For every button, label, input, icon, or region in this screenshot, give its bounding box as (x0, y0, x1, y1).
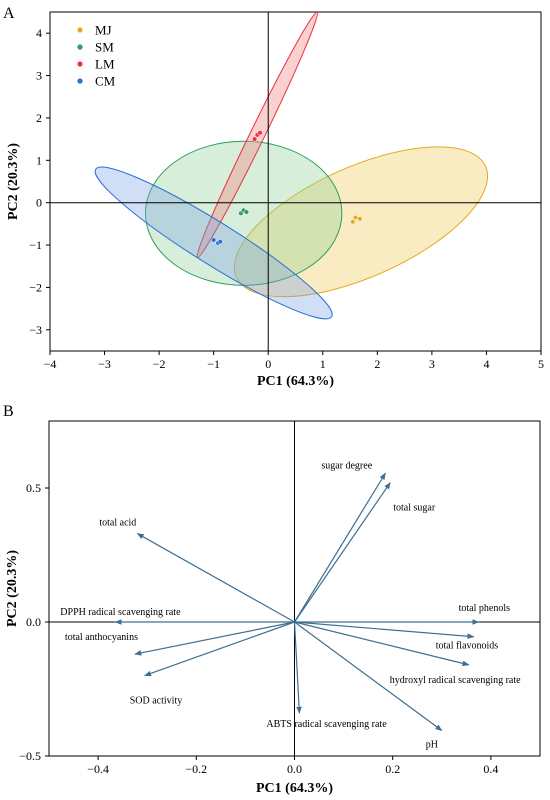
legend-label-lm: LM (95, 57, 115, 72)
loading-label-total-flavonoids: total flavonoids (436, 641, 499, 652)
loading-arrow-sugar-degree (293, 472, 386, 623)
x-tick-label: 2 (374, 357, 380, 371)
x-tick-label: −0.4 (87, 762, 109, 776)
y-tick-label: 0 (36, 196, 42, 210)
loading-label-ph: pH (426, 740, 438, 751)
panel-a-scatter: −4 −3 −2 −1 0 1 2 3 4 5 −3 −2 −1 0 1 2 3 4 PC1 (64.3%) PC2 … (6, 11, 544, 389)
confidence-ellipse-mj (233, 146, 489, 298)
panel-b-label: B (3, 403, 14, 420)
data-point-lm (257, 130, 263, 136)
x-axis-title: PC1 (64.3%) (256, 781, 333, 796)
loading-label-dpph-radical-scavenging-rate: DPPH radical scavenging rate (60, 607, 181, 618)
x-tick-label: 0.0 (287, 762, 302, 776)
x-tick-label: 1 (320, 357, 326, 371)
y-axis-title: PC2 (20.3%) (5, 550, 20, 627)
loading-label-total-sugar: total sugar (393, 503, 436, 514)
legend-label-cm: CM (95, 74, 116, 89)
confidence-ellipse-cm (94, 166, 333, 320)
x-tick-label: 5 (538, 357, 544, 371)
loading-arrow-total-anthocyanins (134, 621, 295, 656)
x-tick-label: 0 (265, 357, 271, 371)
y-tick-label: 3 (36, 69, 42, 83)
data-point-sm (243, 209, 249, 215)
loading-arrow-total-flavonoids (294, 621, 475, 640)
data-point-cm (217, 239, 223, 245)
loading-arrow-sod-activity (144, 621, 295, 677)
data-point-lm (252, 136, 258, 142)
loading-label-sugar-degree: sugar degree (321, 460, 372, 471)
x-tick-label: 3 (429, 357, 435, 371)
x-tick-label: 0.2 (385, 762, 400, 776)
data-point-mj (350, 219, 356, 225)
y-tick-label: 1 (36, 153, 42, 167)
loading-label-abts-radical-scavenging-rate: ABTS radical scavenging rate (266, 719, 387, 730)
x-tick-label: −4 (44, 357, 57, 371)
legend-label-sm: SM (95, 40, 114, 55)
x-tick-label: 0.4 (483, 762, 498, 776)
panel-b-biplot: sugar degree total sugar total acid DPPH ra… (5, 420, 541, 796)
loading-label-total-anthocyanins: total anthocyanins (65, 632, 138, 643)
legend-label-mj: MJ (95, 23, 112, 38)
x-tick-label: −1 (207, 357, 220, 371)
y-tick-label: 0.5 (26, 481, 41, 495)
loading-label-sod-activity: SOD activity (130, 696, 183, 707)
loading-label-total-phenols: total phenols (459, 603, 510, 614)
data-point-mj (352, 214, 359, 221)
y-axis-title: PC2 (20.3%) (6, 143, 21, 220)
loading-arrow-total-sugar (294, 482, 391, 623)
loading-label-hydroxyl-radical-scavenging-rate: hydroxyl radical scavenging rate (390, 675, 521, 686)
loading-arrow-hydroxyl-radical-scavenging-rate (294, 621, 470, 667)
legend-marker-lm (77, 61, 83, 67)
legend-marker-cm (77, 78, 83, 84)
y-tick-label: 0.0 (26, 615, 41, 629)
data-point-mj (357, 216, 363, 222)
loading-label-total-acid: total acid (99, 518, 136, 529)
legend-marker-mj (77, 27, 83, 33)
x-tick-label: −2 (153, 357, 166, 371)
loading-arrow-total-acid (136, 533, 295, 623)
y-tick-label: 4 (36, 26, 42, 40)
y-tick-label: −3 (29, 323, 42, 337)
legend-marker-sm (77, 44, 83, 50)
panel-a-label: A (3, 5, 15, 22)
plot-frame (49, 11, 542, 352)
y-tick-label: −1 (29, 238, 42, 252)
x-axis-title: PC1 (64.3%) (257, 374, 334, 389)
x-tick-label: −3 (98, 357, 111, 371)
loading-arrow-ph (294, 621, 443, 732)
y-tick-label: −2 (29, 280, 42, 294)
x-tick-label: 4 (483, 357, 489, 371)
loading-arrow-abts-radical-scavenging-rate (293, 621, 302, 714)
data-point-cm (211, 237, 217, 243)
y-tick-label: −0.5 (19, 749, 41, 763)
y-tick-label: 2 (36, 111, 42, 125)
x-tick-label: −0.2 (185, 762, 207, 776)
